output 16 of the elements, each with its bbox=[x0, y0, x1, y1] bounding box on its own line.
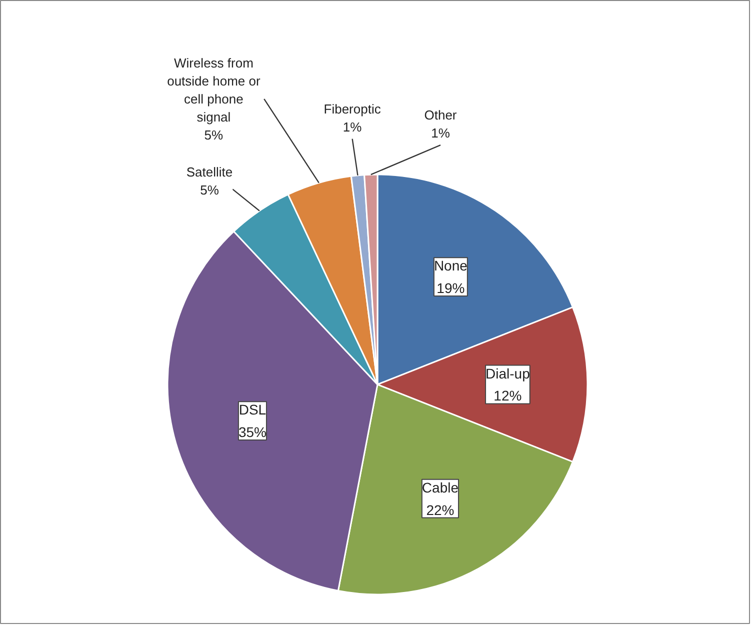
slice-label: Cable bbox=[422, 479, 459, 496]
slice-label: Dial-up bbox=[486, 365, 530, 382]
data-label: 5% bbox=[204, 127, 224, 142]
slice-label: None bbox=[434, 258, 468, 274]
data-label: 12% bbox=[494, 388, 522, 404]
data-label: 5% bbox=[200, 182, 220, 198]
slice-label: Satellite bbox=[186, 164, 233, 180]
slice-label: Wireless from outside home or cell phone signal bbox=[167, 55, 261, 124]
data-label: 19% bbox=[436, 280, 465, 296]
slice-label: DSL bbox=[238, 402, 266, 418]
data-label: 1% bbox=[342, 119, 362, 134]
data-label: 35% bbox=[238, 424, 266, 440]
slice-label: Fiberoptic bbox=[324, 101, 382, 116]
slice-label: Other bbox=[424, 108, 458, 123]
data-label: 1% bbox=[431, 126, 450, 141]
data-label: 22% bbox=[426, 502, 454, 518]
